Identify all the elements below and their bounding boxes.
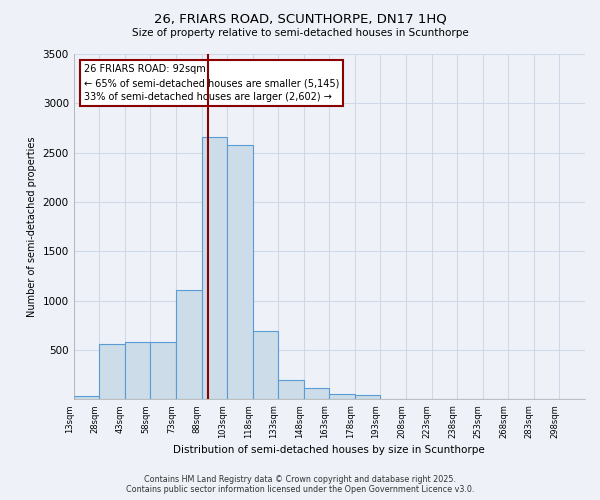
Text: 26, FRIARS ROAD, SCUNTHORPE, DN17 1HQ: 26, FRIARS ROAD, SCUNTHORPE, DN17 1HQ xyxy=(154,12,446,26)
Bar xyxy=(125,342,151,400)
Bar xyxy=(176,290,202,400)
Bar xyxy=(253,331,278,400)
Bar xyxy=(227,145,253,400)
Bar xyxy=(151,342,176,400)
Text: 26 FRIARS ROAD: 92sqm
← 65% of semi-detached houses are smaller (5,145)
33% of s: 26 FRIARS ROAD: 92sqm ← 65% of semi-deta… xyxy=(84,64,339,102)
Bar xyxy=(202,137,227,400)
Text: Size of property relative to semi-detached houses in Scunthorpe: Size of property relative to semi-detach… xyxy=(131,28,469,38)
Y-axis label: Number of semi-detached properties: Number of semi-detached properties xyxy=(27,136,37,317)
Bar xyxy=(304,388,329,400)
Bar xyxy=(99,344,125,400)
X-axis label: Distribution of semi-detached houses by size in Scunthorpe: Distribution of semi-detached houses by … xyxy=(173,445,485,455)
Bar xyxy=(355,395,380,400)
Bar xyxy=(278,380,304,400)
Text: Contains HM Land Registry data © Crown copyright and database right 2025.
Contai: Contains HM Land Registry data © Crown c… xyxy=(126,474,474,494)
Bar xyxy=(74,396,99,400)
Bar xyxy=(329,394,355,400)
